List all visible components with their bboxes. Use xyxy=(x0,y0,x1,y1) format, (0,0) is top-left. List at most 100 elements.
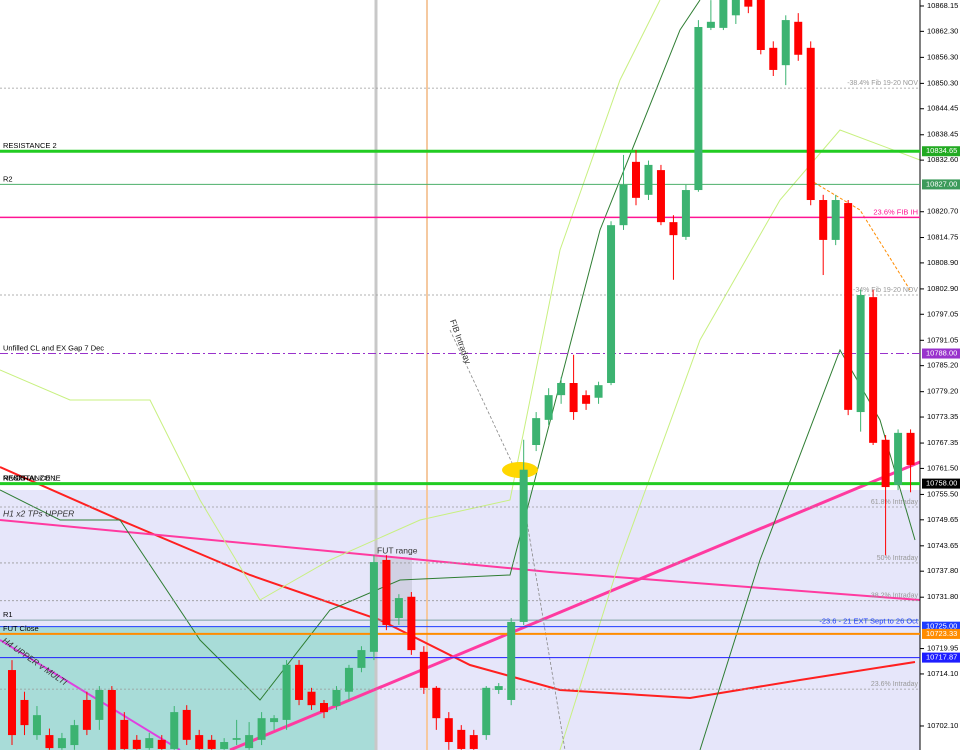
price-tag xyxy=(922,621,960,632)
y-tick-label: 10838.45 xyxy=(927,130,958,139)
candle-body xyxy=(132,739,141,749)
band-line xyxy=(0,0,701,701)
annotation: FUT range xyxy=(377,545,418,555)
fib-label: 38.2% Intraday xyxy=(871,593,919,600)
candle-body xyxy=(245,735,254,749)
candle-body xyxy=(494,686,503,690)
trend-line xyxy=(0,519,921,601)
y-tick-label: 10743.65 xyxy=(927,541,958,550)
candle-body xyxy=(794,21,803,55)
candle-body xyxy=(145,738,154,749)
candle-body xyxy=(644,164,653,195)
level-label: 23.6% FIB IH xyxy=(873,207,918,216)
candle-body xyxy=(270,718,279,723)
candle-body xyxy=(744,0,753,7)
band-line xyxy=(0,0,661,601)
price-tag-label: 10758.00 xyxy=(926,479,957,488)
level-label: R2 xyxy=(3,174,13,183)
price-tag xyxy=(922,478,960,489)
candle-body xyxy=(844,203,853,410)
candle-body xyxy=(569,382,578,413)
axis-group: 10868.15 10862.30 10856.30 10850.30 10844.45… xyxy=(920,1,960,730)
candle-body xyxy=(157,739,166,749)
price-tag xyxy=(922,146,960,157)
level-label: R1 xyxy=(3,610,13,619)
candle-body xyxy=(557,382,566,396)
y-tick-label: 10749.65 xyxy=(927,515,958,524)
y-tick-label: 10797.05 xyxy=(927,309,958,318)
level-label: RESISTANCE 1 xyxy=(3,474,57,483)
y-tick-label: 10737.80 xyxy=(927,566,958,575)
y-tick-label: 10832.60 xyxy=(927,155,958,164)
candle-body xyxy=(407,596,416,651)
y-tick-label: 10773.35 xyxy=(927,412,958,421)
candle-body xyxy=(469,735,478,749)
y-tick-label: 10844.45 xyxy=(927,104,958,113)
candle-body xyxy=(45,735,54,749)
candle-body xyxy=(332,689,341,707)
level-label: -23.6 - 21 EXT Sept to 26 Oct xyxy=(819,617,919,626)
price-tag-label: 10834.65 xyxy=(926,146,957,155)
candle-body xyxy=(869,297,878,443)
candle-body xyxy=(107,689,116,750)
candle-body xyxy=(295,664,304,700)
price-tag xyxy=(922,179,960,190)
fib-label: 23.6% Intraday xyxy=(871,681,919,688)
y-tick-label: 10785.20 xyxy=(927,361,958,370)
candle-body xyxy=(307,691,316,706)
y-tick-label: 10820.70 xyxy=(927,207,958,216)
band-line xyxy=(809,179,911,291)
candle-body xyxy=(607,225,616,383)
level-label: RESISTANCE 2 xyxy=(3,141,57,150)
fib-label: -38.4% Fib 19-20 NOV xyxy=(847,80,918,87)
candle-body xyxy=(894,432,903,485)
candle-body xyxy=(382,559,391,625)
y-tick-label: 10808.90 xyxy=(927,258,958,267)
candle-body xyxy=(357,650,366,668)
trend-line xyxy=(229,460,921,750)
candle-body xyxy=(532,418,541,446)
candle-body xyxy=(856,294,865,413)
candle-body xyxy=(669,222,678,236)
y-tick-label: 10702.10 xyxy=(927,721,958,730)
candle-body xyxy=(207,739,216,749)
candle-body xyxy=(120,719,129,749)
candle-body xyxy=(706,21,715,28)
price-tag-label: 10725.00 xyxy=(926,622,957,631)
candle-body xyxy=(681,190,690,237)
candle-body xyxy=(781,20,790,66)
candle-body xyxy=(8,670,16,736)
y-tick-label: 10862.30 xyxy=(927,26,958,35)
band-line xyxy=(699,348,916,750)
candle-body xyxy=(519,469,528,622)
candle-body xyxy=(369,562,378,652)
candle-body xyxy=(419,651,428,688)
fib-label: 61.8% Intraday xyxy=(871,499,919,506)
y-tick-label: 10761.50 xyxy=(927,463,958,472)
candle-body xyxy=(444,718,453,743)
band-line xyxy=(559,129,921,750)
level-label: Unfilled CL and EX Gap 7 Dec xyxy=(3,343,104,352)
price-tag-label: 10723.33 xyxy=(926,629,957,638)
candle-body xyxy=(619,184,628,226)
candle-body xyxy=(831,200,840,240)
candle-body xyxy=(881,439,890,488)
fib-label: -34% Fib 19-20 NOV xyxy=(853,287,918,294)
candle-body xyxy=(482,687,491,736)
y-tick-label: 10856.30 xyxy=(927,52,958,61)
candle-body xyxy=(819,200,828,240)
candle-body xyxy=(257,718,266,740)
candle-body xyxy=(195,735,204,749)
candle-body xyxy=(182,709,191,740)
candle-body xyxy=(232,738,241,740)
candle-body xyxy=(806,47,815,201)
y-tick-label: 10779.20 xyxy=(927,387,958,396)
candle-body xyxy=(656,170,665,223)
candle-body xyxy=(170,712,179,749)
candle-body xyxy=(457,729,466,749)
candle-body xyxy=(220,742,229,749)
candle-body xyxy=(632,161,640,198)
candle-body xyxy=(82,699,91,730)
y-tick-label: 10714.10 xyxy=(927,669,958,678)
